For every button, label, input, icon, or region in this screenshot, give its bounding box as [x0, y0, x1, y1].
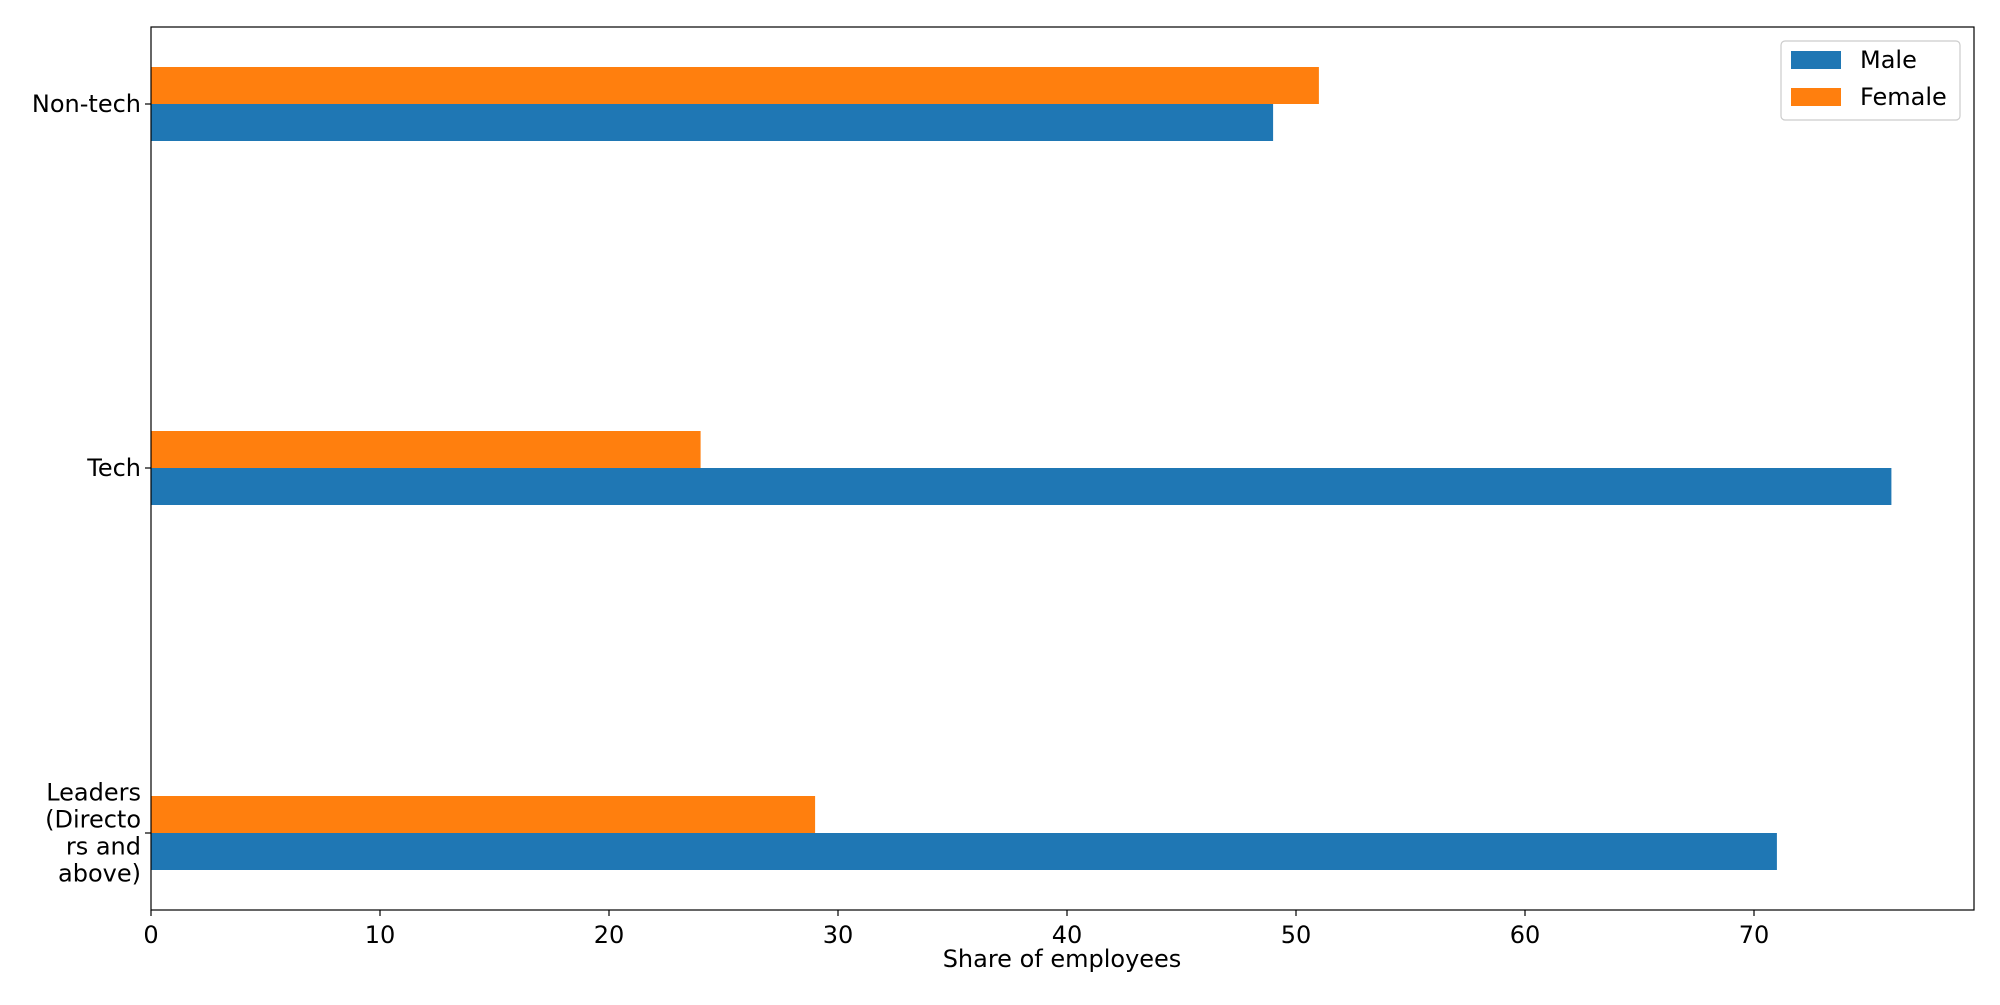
legend-swatch-male [1791, 51, 1841, 69]
bar-female-0 [151, 796, 816, 833]
bar-male-2 [151, 104, 1274, 141]
bars [151, 67, 1892, 870]
x-tick-label: 10 [365, 921, 396, 949]
x-axis: 0 10 20 30 40 50 60 70 [143, 910, 1769, 949]
legend: Male Female [1780, 40, 1961, 121]
y-axis: Leaders (Directo rs and above) Tech Non-tech [32, 90, 151, 888]
y-tick-label: Leaders (Directo rs and above) [45, 779, 141, 888]
legend-label-female: Female [1860, 83, 1947, 111]
bar-male-0 [151, 833, 1777, 870]
x-axis-label: Share of employees [943, 945, 1182, 973]
y-tick-label: Non-tech [32, 90, 141, 118]
x-tick-label: 70 [1739, 921, 1770, 949]
legend-label-male: Male [1860, 46, 1917, 74]
x-tick-label: 30 [823, 921, 854, 949]
bar-male-1 [151, 468, 1892, 505]
x-tick-label: 60 [1510, 921, 1541, 949]
legend-swatch-female [1791, 88, 1841, 106]
x-tick-label: 40 [1052, 921, 1083, 949]
bar-female-2 [151, 67, 1319, 104]
x-tick-label: 50 [1281, 921, 1312, 949]
x-tick-label: 20 [594, 921, 625, 949]
bar-female-1 [151, 431, 701, 468]
y-tick-label: Tech [86, 454, 141, 482]
x-tick-label: 0 [143, 921, 158, 949]
